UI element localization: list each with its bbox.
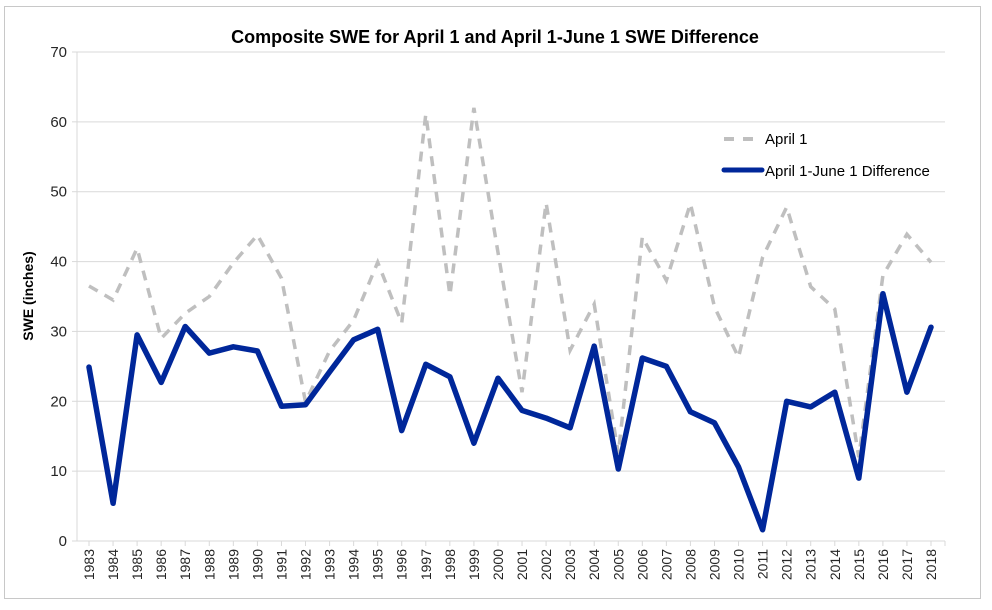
y-axis-label: SWE (inches) <box>20 251 36 340</box>
x-tick-label: 1999 <box>466 549 482 580</box>
x-tick-label: 2000 <box>490 549 506 580</box>
y-tick-label: 10 <box>50 463 67 480</box>
x-tick-label: 1993 <box>322 549 338 580</box>
series-lines <box>86 107 934 533</box>
y-tick-label: 20 <box>50 393 67 410</box>
x-tick-label: 1988 <box>201 549 217 580</box>
x-tick-label: 2001 <box>514 549 530 580</box>
y-tick-label: 30 <box>50 323 67 340</box>
axes <box>72 51 946 546</box>
y-tick-label: 60 <box>50 114 67 131</box>
x-tick-label: 1997 <box>418 549 434 580</box>
x-tick-label: 1990 <box>249 549 265 580</box>
legend-label-difference: April 1-June 1 Difference <box>765 163 930 180</box>
x-tick-label: 2014 <box>827 549 843 580</box>
x-tick-label: 2005 <box>610 549 626 580</box>
x-tick-label: 1995 <box>370 549 386 580</box>
x-tick-label: 1989 <box>225 549 241 580</box>
x-tick-label: 2012 <box>779 549 795 580</box>
legend-label-april-1: April 1 <box>765 131 808 148</box>
x-tick-label: 2016 <box>875 549 891 580</box>
x-tick-label: 2011 <box>755 549 771 579</box>
x-tick-label: 1984 <box>105 549 121 580</box>
x-tick-label: 2002 <box>538 549 554 580</box>
x-tick-label: 2007 <box>658 549 674 580</box>
x-tick-label: 1998 <box>442 549 458 580</box>
legend: April 1 April 1-June 1 Difference <box>721 131 930 180</box>
y-axis-ticks: 0 10 20 30 40 50 60 70 <box>50 44 67 550</box>
chart-frame <box>4 6 981 599</box>
x-tick-label: 2004 <box>586 549 602 580</box>
x-tick-label: 1983 <box>81 549 97 580</box>
series-line-april-1 <box>88 107 933 458</box>
chart-title: Composite SWE for April 1 and April 1-Ju… <box>231 27 759 47</box>
x-tick-label: 2009 <box>706 549 722 580</box>
y-tick-label: 40 <box>50 254 67 271</box>
y-tick-label: 70 <box>50 44 67 61</box>
x-tick-label: 2018 <box>923 549 939 580</box>
x-tick-label: 2008 <box>682 549 698 580</box>
series-line-difference <box>86 290 934 533</box>
x-tick-label: 2015 <box>851 549 867 580</box>
x-tick-label: 1991 <box>273 549 289 580</box>
x-tick-label: 1987 <box>177 549 193 580</box>
x-tick-label: 1996 <box>394 549 410 580</box>
x-tick-label: 2006 <box>634 549 650 580</box>
gridlines <box>77 51 945 472</box>
x-axis-ticks: 1983 1984 1985 1986 1987 1988 1989 1990 1991 1992… <box>81 549 939 580</box>
x-tick-label: 1986 <box>153 549 169 580</box>
x-tick-label: 2017 <box>899 549 915 580</box>
y-tick-label: 0 <box>59 533 67 550</box>
x-tick-label: 1992 <box>298 549 314 580</box>
x-tick-label: 2003 <box>562 549 578 580</box>
y-tick-label: 50 <box>50 184 67 201</box>
x-tick-label: 1985 <box>129 549 145 580</box>
x-tick-label: 2010 <box>731 549 747 580</box>
x-tick-label: 1994 <box>346 549 362 580</box>
x-tick-label: 2013 <box>803 549 819 580</box>
